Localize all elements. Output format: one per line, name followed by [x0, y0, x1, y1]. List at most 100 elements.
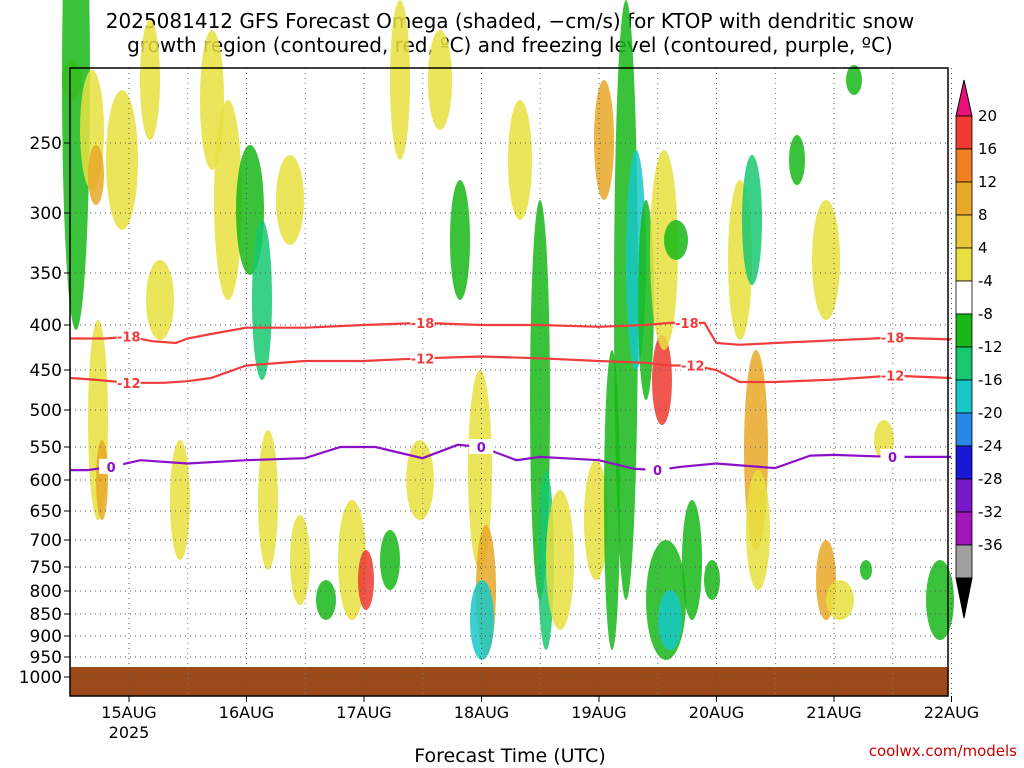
contour-label-1-1: -12 — [411, 352, 435, 367]
colorbar-segment-12 — [955, 478, 973, 513]
colorbar-label-13: -36 — [978, 536, 1003, 554]
omega-blob-35 — [614, 0, 638, 600]
omega-blob-8 — [146, 260, 174, 340]
colorbar-label-4: 4 — [978, 239, 988, 257]
colorbar-label-7: -12 — [978, 338, 1003, 356]
omega-blob-17 — [316, 580, 336, 620]
omega-blob-42 — [664, 220, 688, 260]
y-tick-label-750: 750 — [30, 558, 62, 578]
x-tick-label-3: 18AUG — [454, 703, 509, 722]
omega-blob-14 — [258, 430, 278, 570]
omega-blob-39 — [650, 150, 678, 350]
contour-label-1-2: -12 — [681, 360, 705, 375]
colorbar-label-10: -24 — [978, 437, 1003, 455]
omega-blob-44 — [704, 560, 720, 600]
contour-label-2-0: 0 — [107, 461, 116, 476]
contour-label-0-2: -18 — [675, 317, 699, 332]
colorbar-label-2: 12 — [978, 173, 997, 191]
colorbar-label-8: -16 — [978, 371, 1003, 389]
omega-blob-20 — [380, 530, 400, 590]
contour-label-bg-0-3 — [880, 329, 905, 345]
x-tick-label-7: 22AUG — [924, 703, 979, 722]
y-tick-label-550: 550 — [30, 438, 62, 458]
omega-blob-46 — [742, 155, 762, 285]
colorbar-segment-8 — [955, 346, 973, 381]
y-tick-label-400: 400 — [30, 316, 62, 336]
contour-label-2-1: 0 — [477, 441, 486, 456]
omega-blob-3 — [88, 145, 104, 205]
contour-label-bg-2-1 — [469, 439, 494, 454]
colorbar-label-1: 16 — [978, 140, 997, 158]
x-tick-label-2: 17AUG — [336, 703, 391, 722]
y-tick-label-700: 700 — [30, 531, 62, 551]
axes: 2503003504004505005506006507007508008509… — [19, 67, 979, 742]
y-tick-label-250: 250 — [30, 134, 62, 154]
colorbar-segment-3 — [955, 181, 973, 216]
x-tick-label-5: 20AUG — [689, 703, 744, 722]
contour-label-bg-1-0 — [116, 374, 141, 390]
omega-blob-1 — [62, 0, 90, 330]
plot-frame — [69, 67, 949, 697]
omega-blob-38 — [652, 335, 672, 425]
colorbar-label-0: 20 — [978, 107, 997, 125]
contour-label-bg-1-3 — [880, 367, 905, 383]
colorbar-label-5: -4 — [978, 272, 993, 290]
colorbar-segment-6 — [955, 280, 973, 315]
colorbar-label-3: 8 — [978, 206, 988, 224]
y-tick-label-350: 350 — [30, 264, 62, 284]
ground-surface — [70, 667, 948, 696]
omega-blob-43 — [682, 500, 702, 620]
omega-blob-52 — [826, 580, 854, 620]
omega-blob-5 — [96, 440, 108, 520]
colorbar-label-11: -28 — [978, 470, 1003, 488]
omega-blob-27 — [470, 580, 494, 660]
omega-blob-32 — [584, 460, 608, 580]
y-tick-label-300: 300 — [30, 204, 62, 224]
y-tick-label-850: 850 — [30, 605, 62, 625]
contour-label-bg-0-1 — [410, 314, 435, 330]
contour-label-bg-2-0 — [99, 458, 124, 474]
colorbar-label-9: -20 — [978, 404, 1003, 422]
chart-title-line-1: 2025081412 GFS Forecast Omega (shaded, −… — [106, 9, 914, 33]
colorbar-segment-11 — [955, 445, 973, 480]
omega-blob-13 — [252, 220, 272, 380]
omega-blob-33 — [594, 80, 614, 200]
credit-text: coolwx.com/models — [869, 742, 1017, 760]
colorbar: 20 16 12 8 4 -4 -8 -12 -16 -20 -24 -28 -32 -36 — [955, 79, 1003, 619]
y-tick-label-650: 650 — [30, 502, 62, 522]
omega-blob-24 — [450, 180, 470, 300]
omega-blob-23 — [428, 30, 452, 130]
omega-blob-48 — [746, 470, 770, 590]
x-tick-label-1: 16AUG — [219, 703, 274, 722]
colorbar-segment-5 — [955, 247, 973, 282]
contour-label-bg-2-2 — [645, 462, 670, 478]
x-tick-label-4: 19AUG — [571, 703, 626, 722]
omega-blob-9 — [170, 440, 190, 560]
contour-label-2-3: 0 — [888, 451, 897, 466]
x-axis-label: Forecast Time (UTC) — [414, 745, 605, 767]
colorbar-segment-9 — [955, 379, 973, 414]
colorbar-segment-4 — [955, 214, 973, 249]
omega-blob-50 — [812, 200, 840, 320]
omega-blob-56 — [846, 65, 862, 95]
contour-line-2 — [70, 443, 952, 472]
omega-blob-31 — [546, 490, 574, 630]
contour-label-bg-1-2 — [680, 357, 705, 373]
omega-blob-54 — [926, 560, 954, 640]
colorbar-segment-7 — [955, 313, 973, 348]
contour-label-0-3: -18 — [881, 332, 905, 347]
omega-blob-21 — [390, 0, 410, 160]
colorbar-top-triangle — [955, 79, 973, 117]
omega-shading-layer — [62, 0, 954, 660]
contour-line-0 — [70, 321, 952, 346]
omega-blob-16 — [290, 515, 310, 605]
colorbar-segment-1 — [955, 115, 973, 150]
omega-blob-19 — [358, 550, 374, 610]
y-tick-label-600: 600 — [30, 471, 62, 491]
omega-blob-49 — [789, 135, 805, 185]
contour-label-2-2: 0 — [653, 464, 662, 479]
chart-title-line-2: growth region (contoured, red, ºC) and f… — [127, 33, 893, 57]
x-tick-label-6: 21AUG — [806, 703, 861, 722]
y-tick-label-500: 500 — [30, 401, 62, 421]
